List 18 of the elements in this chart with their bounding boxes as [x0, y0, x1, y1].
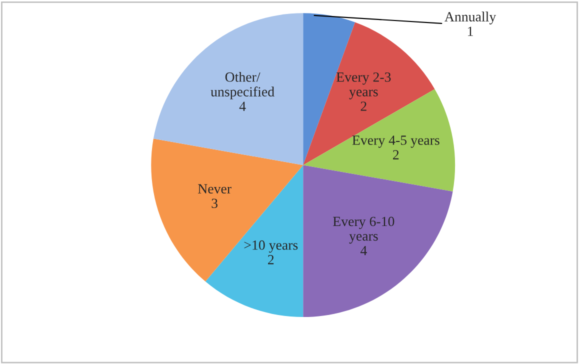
slice-label: Never [198, 184, 232, 194]
pie-slice [303, 165, 453, 318]
slice-label: Other/ unspecified [210, 72, 274, 100]
slice-label: Every 6-10 years [333, 216, 394, 244]
data-label: 4 [239, 102, 246, 111]
slice-label: >10 years [244, 240, 298, 253]
slice-label: Every 4-5 years [352, 136, 440, 148]
pie-slice [151, 138, 304, 282]
slice-label: Every 2-3 years [336, 72, 391, 100]
slice-label: Annually [444, 12, 496, 24]
data-label: 2 [393, 150, 399, 160]
data-label: 1 [468, 26, 473, 36]
data-label: 2 [268, 255, 274, 264]
pie-slice [153, 13, 304, 166]
pie-slice [303, 89, 456, 192]
data-label: 4 [360, 246, 367, 256]
data-label: 3 [212, 198, 218, 208]
data-label: 2 [360, 102, 366, 111]
